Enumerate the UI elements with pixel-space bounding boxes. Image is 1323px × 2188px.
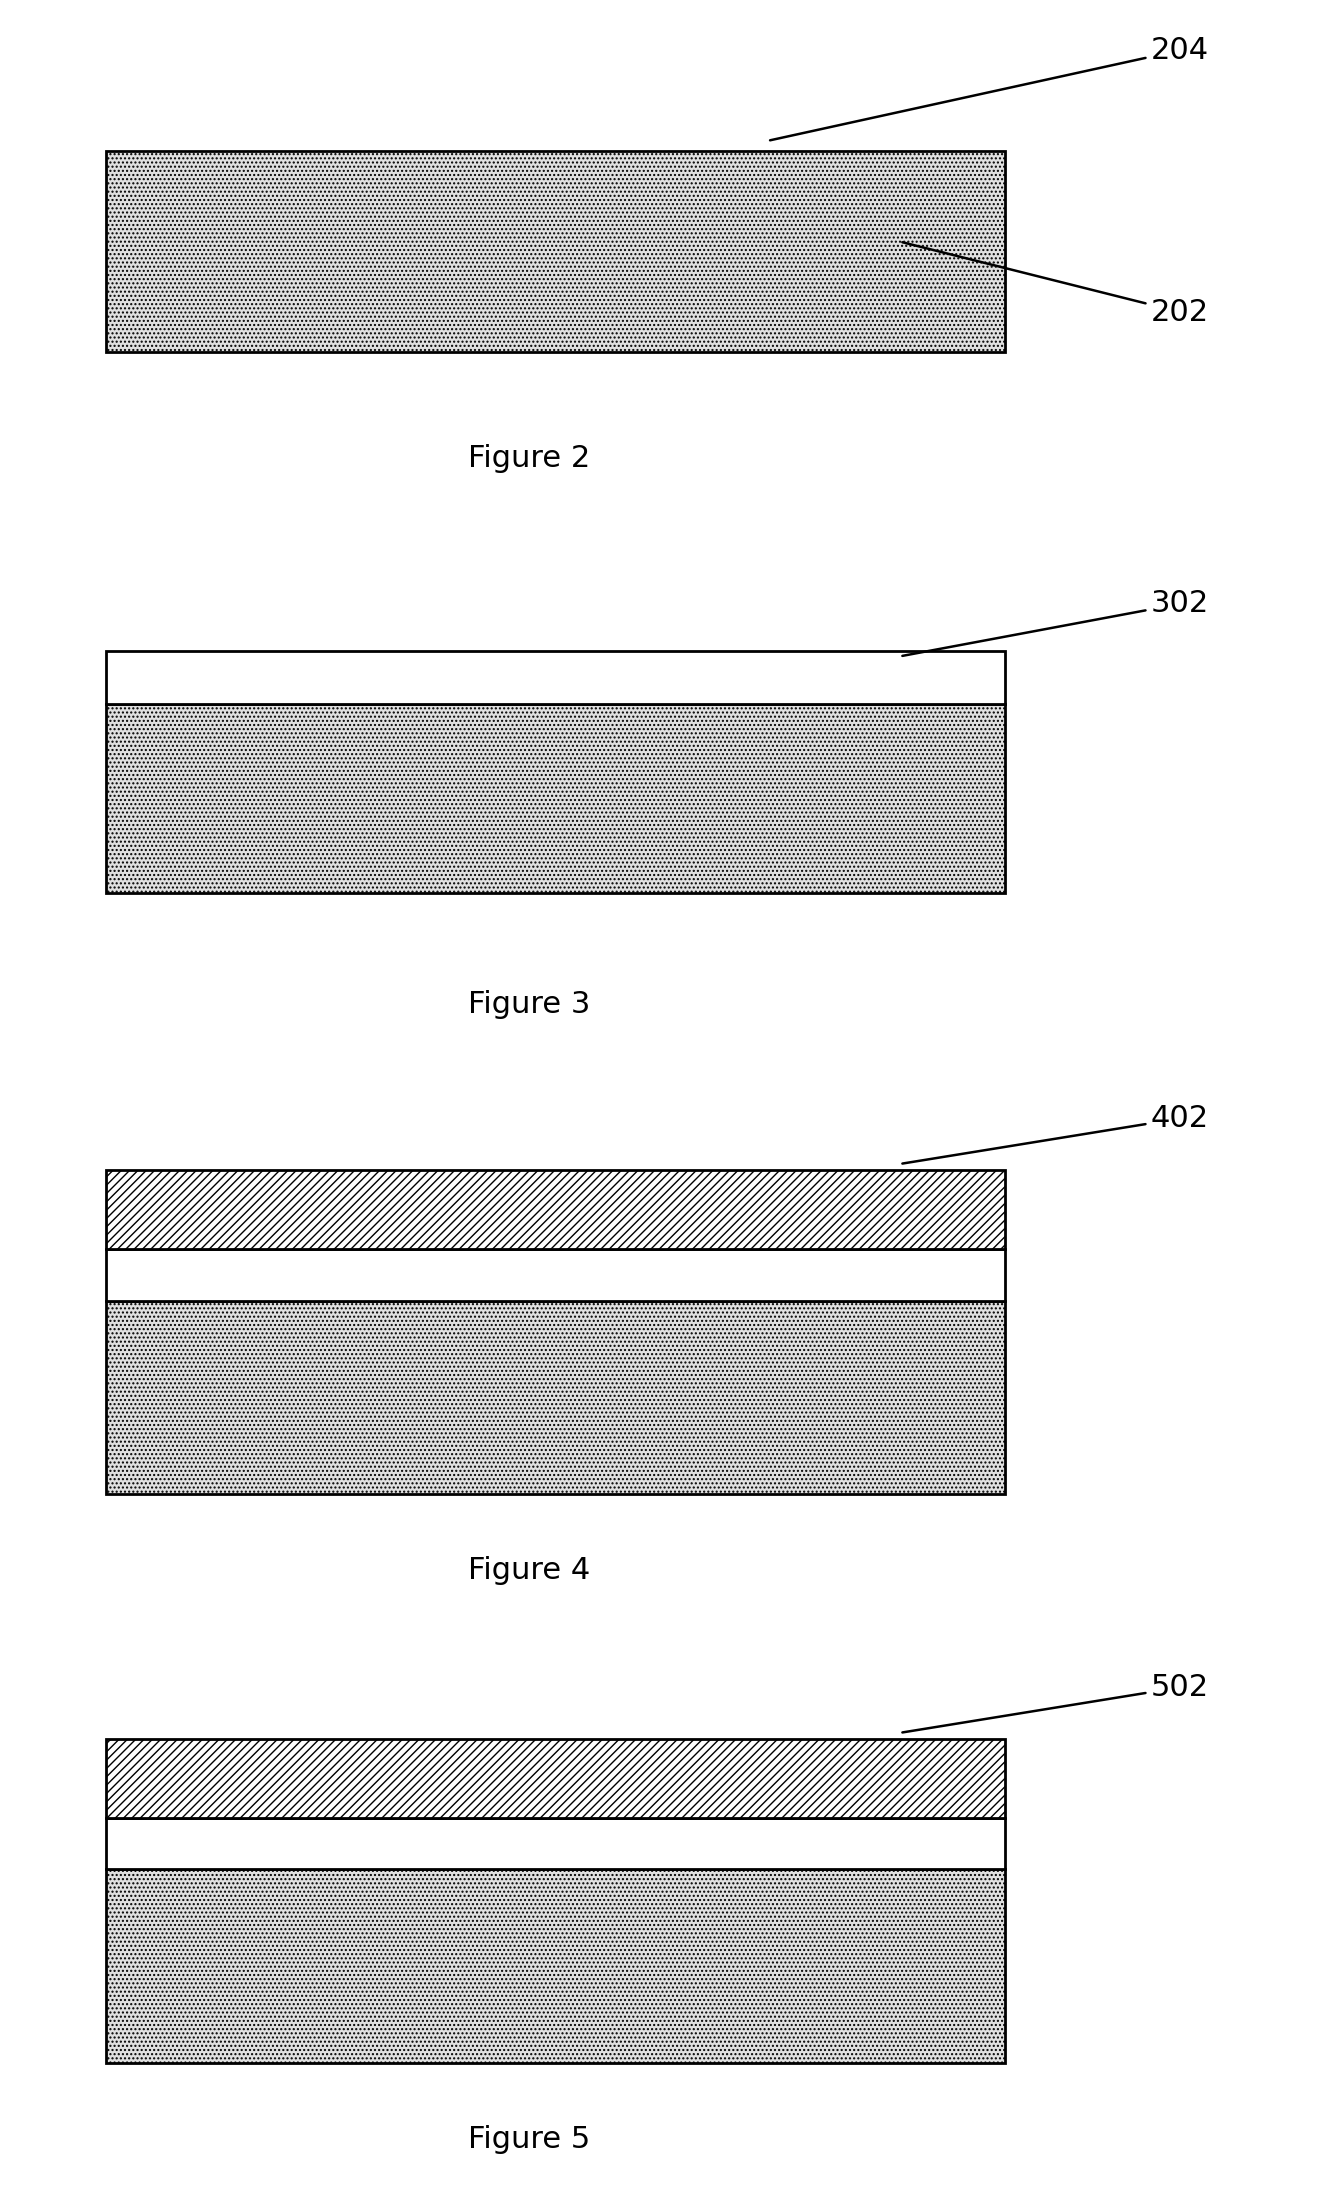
Text: 204: 204 [770, 35, 1209, 140]
Text: Figure 3: Figure 3 [468, 989, 590, 1020]
Text: Figure 4: Figure 4 [468, 1556, 590, 1584]
Bar [106, 151, 1005, 352]
Bar [106, 652, 1005, 705]
Text: 202: 202 [902, 243, 1209, 326]
Bar [106, 1300, 1005, 1494]
Text: Figure 2: Figure 2 [468, 444, 590, 473]
Text: 502: 502 [902, 1674, 1209, 1733]
Bar [106, 1249, 1005, 1300]
Text: 402: 402 [902, 1105, 1209, 1164]
Bar [106, 705, 1005, 893]
Bar [106, 1869, 1005, 2063]
Text: 302: 302 [902, 589, 1209, 656]
Bar [106, 1171, 1005, 1249]
Bar [106, 1739, 1005, 1818]
Bar [106, 1818, 1005, 1869]
Text: Figure 5: Figure 5 [468, 2125, 590, 2153]
